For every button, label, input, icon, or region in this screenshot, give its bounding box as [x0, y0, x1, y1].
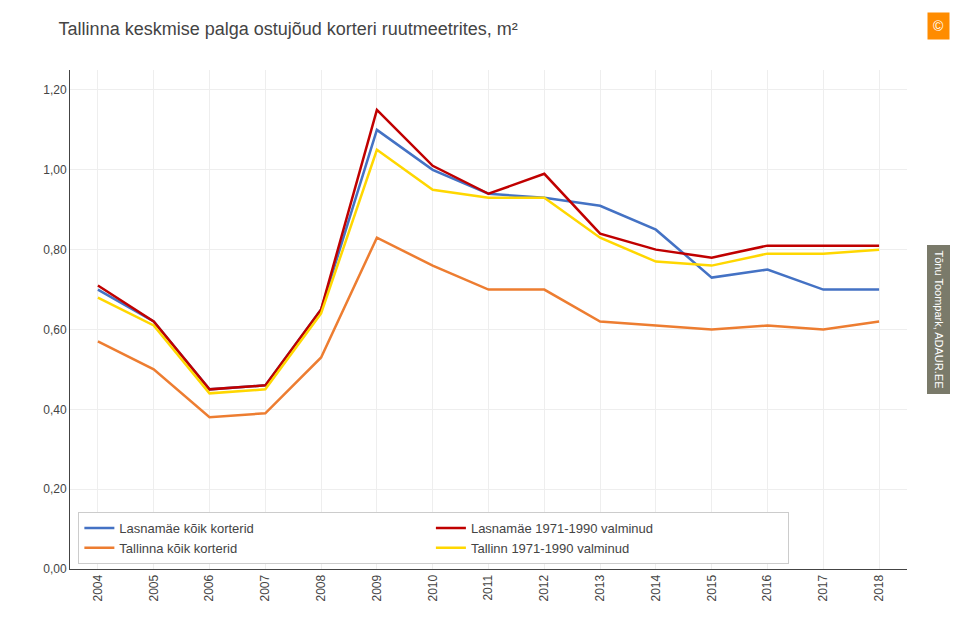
svg-text:Lasnamäe kõik korterid: Lasnamäe kõik korterid — [119, 521, 253, 536]
svg-text:Tõnu Toompark, ADAUR.EE: Tõnu Toompark, ADAUR.EE — [933, 251, 945, 389]
svg-text:2018: 2018 — [872, 574, 886, 601]
svg-text:Tallinn 1971-1990 valminud: Tallinn 1971-1990 valminud — [471, 541, 629, 556]
svg-text:2015: 2015 — [705, 574, 719, 601]
svg-text:0,40: 0,40 — [43, 403, 67, 417]
svg-text:2017: 2017 — [816, 574, 830, 601]
svg-text:2009: 2009 — [370, 574, 384, 601]
svg-text:0,80: 0,80 — [43, 243, 67, 257]
svg-text:0,00: 0,00 — [43, 562, 67, 576]
svg-text:2005: 2005 — [147, 574, 161, 601]
svg-text:2008: 2008 — [314, 574, 328, 601]
svg-text:1,20: 1,20 — [43, 83, 67, 97]
svg-text:2010: 2010 — [426, 574, 440, 601]
svg-text:2016: 2016 — [760, 574, 774, 601]
svg-text:Lasnamäe 1971-1990 valminud: Lasnamäe 1971-1990 valminud — [471, 521, 653, 536]
svg-text:2007: 2007 — [258, 574, 272, 601]
svg-text:Tallinna keskmise palga ostujõ: Tallinna keskmise palga ostujõud korteri… — [59, 19, 518, 39]
svg-text:Tallinna kõik korterid: Tallinna kõik korterid — [119, 541, 237, 556]
svg-text:0,20: 0,20 — [43, 482, 67, 496]
svg-text:1,00: 1,00 — [43, 163, 67, 177]
svg-text:2012: 2012 — [537, 574, 551, 601]
svg-text:0,60: 0,60 — [43, 323, 67, 337]
svg-text:2013: 2013 — [593, 574, 607, 601]
svg-text:2014: 2014 — [649, 574, 663, 601]
svg-text:2004: 2004 — [91, 574, 105, 601]
svg-text:2006: 2006 — [202, 574, 216, 601]
svg-text:2011: 2011 — [481, 574, 495, 600]
svg-text:©: © — [933, 18, 944, 34]
